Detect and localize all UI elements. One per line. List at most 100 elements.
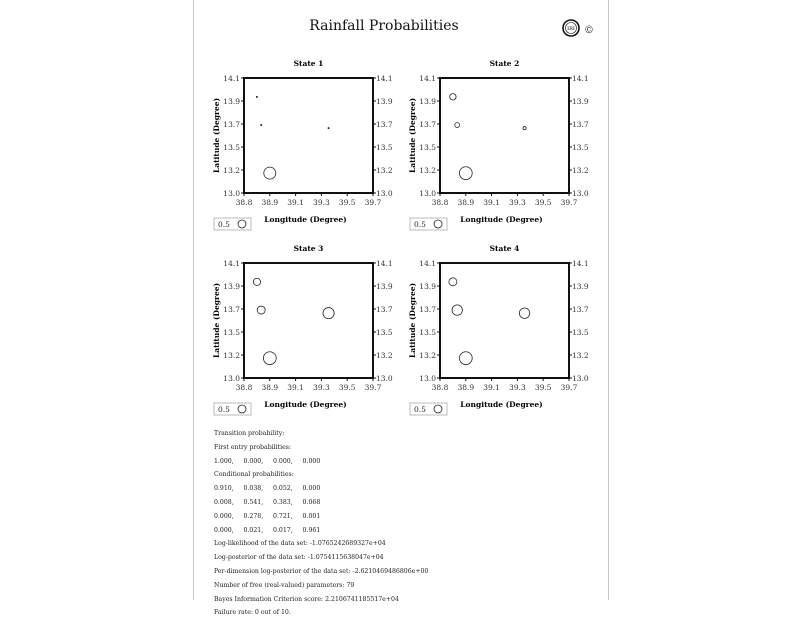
y-tick-label-right: 14.1 (572, 74, 589, 83)
y-tick-label: 14.1 (223, 259, 240, 268)
legend-box (213, 402, 252, 416)
scatter-panel-2: State 2 38.8 38.9 39.1 39.3 39.5 39.7 14.1 14.1 1… (408, 59, 589, 231)
plot-frame (439, 262, 570, 379)
legend-box (409, 402, 448, 416)
scatter-panel-1: State 1 38.8 38.9 39.1 39.3 39.5 39.7 14.1 14.1 1… (212, 59, 393, 231)
y-tick-label: 13.0 (223, 374, 240, 383)
y-tick-label-right: 13.7 (572, 305, 589, 314)
x-tick-label: 39.1 (483, 198, 500, 207)
y-tick-label: 13.9 (223, 282, 240, 291)
iri-logo: IRI (562, 19, 580, 37)
x-tick-label: 39.3 (313, 383, 330, 392)
y-tick-label: 13.0 (419, 189, 436, 198)
info-line: Per-dimension log-posterior of the data … (214, 567, 429, 575)
x-tick-label: 39.7 (365, 383, 382, 392)
info-line: Bayes Information Criterion score: 2.210… (214, 595, 399, 603)
legend-label: 0.5 (218, 220, 230, 229)
y-axis-label: Latitude (Degree) (212, 283, 221, 358)
y-tick-label: 13.7 (419, 305, 436, 314)
y-tick-label-right: 13.2 (376, 166, 393, 175)
station-probability-circle (263, 166, 277, 180)
panel-title: State 1 (294, 59, 324, 68)
station-probability-circle (518, 307, 531, 319)
y-tick-label: 13.7 (419, 120, 436, 129)
x-tick-label: 39.3 (509, 198, 526, 207)
y-tick-label: 13.7 (223, 120, 240, 129)
x-tick-label: 38.8 (236, 383, 253, 392)
y-tick-label-right: 14.1 (376, 74, 393, 83)
y-tick-label: 13.9 (419, 282, 436, 291)
plot-frame (439, 77, 570, 194)
page-title: Rainfall Probabilities (309, 18, 459, 34)
info-line: Log-posterior of the data set: -1.075411… (214, 554, 384, 562)
info-line: 0.910, 0.038, 0.052, 0.000 (214, 485, 321, 493)
x-tick-label: 39.7 (561, 383, 578, 392)
station-probability-circle (322, 307, 335, 320)
legend-box (409, 217, 448, 231)
plot-frame (243, 262, 374, 379)
station-probability-circle (454, 122, 460, 128)
x-tick-label: 39.1 (483, 383, 500, 392)
info-line: Conditional probabilities: (214, 471, 294, 479)
info-line: Log-likelihood of the data set: -1.07652… (214, 540, 386, 548)
x-tick-label: 39.1 (287, 383, 304, 392)
legend-circle (433, 404, 443, 414)
station-probability-circle (263, 351, 277, 365)
x-axis-label: Longitude (Degree) (460, 400, 542, 409)
x-tick-label: 39.5 (339, 383, 356, 392)
plot-frame (243, 77, 374, 194)
legend-circle (433, 219, 443, 229)
y-tick-label-right: 13.5 (376, 328, 393, 337)
y-tick-label: 13.2 (419, 351, 436, 360)
x-tick-label: 39.5 (339, 198, 356, 207)
y-tick-label-right: 14.1 (572, 259, 589, 268)
y-tick-label-right: 13.0 (572, 374, 589, 383)
y-tick-label: 13.2 (419, 166, 436, 175)
y-tick-label: 13.7 (223, 305, 240, 314)
station-probability-circle (459, 166, 473, 180)
legend-label: 0.5 (414, 405, 426, 414)
info-line: 0.000, 0.278, 0.721, 0.001 (214, 512, 321, 520)
x-tick-label: 39.7 (365, 198, 382, 207)
panel-title: State 3 (294, 244, 324, 253)
x-tick-label: 39.5 (535, 383, 552, 392)
y-tick-label: 13.9 (419, 97, 436, 106)
x-tick-label: 38.9 (457, 383, 474, 392)
y-tick-label-right: 13.2 (572, 351, 589, 360)
info-line: Failure rate: 0 out of 10. (214, 609, 291, 617)
y-tick-label: 13.0 (419, 374, 436, 383)
x-tick-label: 39.1 (287, 198, 304, 207)
scatter-panel-4: State 4 38.8 38.9 39.1 39.3 39.5 39.7 14.1 14.1 1… (408, 244, 589, 416)
x-tick-label: 39.7 (561, 198, 578, 207)
station-probability-circle (449, 93, 457, 101)
station-probability-circle (260, 124, 263, 127)
svg-text:IRI: IRI (567, 26, 575, 32)
y-tick-label: 13.5 (419, 143, 436, 152)
legend-label: 0.5 (414, 220, 426, 229)
x-tick-label: 38.8 (432, 198, 449, 207)
info-line: 0.008, 0.541, 0.383, 0.068 (214, 498, 321, 506)
y-tick-label: 13.2 (223, 351, 240, 360)
y-tick-label-right: 13.2 (572, 166, 589, 175)
copyright-symbol: © (584, 25, 594, 36)
station-probability-circle (255, 95, 258, 98)
y-tick-label: 13.5 (223, 328, 240, 337)
y-tick-label: 14.1 (419, 259, 436, 268)
x-axis-label: Longitude (Degree) (460, 215, 542, 224)
y-tick-label-right: 13.9 (376, 97, 393, 106)
y-tick-label-right: 13.5 (572, 143, 589, 152)
x-axis-label: Longitude (Degree) (264, 215, 346, 224)
station-probability-circle (327, 127, 330, 130)
y-axis-label: Latitude (Degree) (408, 283, 417, 358)
model-statistics: Transition probability: First entry proba… (214, 427, 428, 620)
y-tick-label: 13.5 (223, 143, 240, 152)
info-line: Transition probability: (214, 430, 285, 437)
station-probability-circle (459, 351, 473, 365)
legend-label: 0.5 (218, 405, 230, 414)
y-tick-label-right: 13.7 (376, 305, 393, 314)
report-page: Rainfall Probabilities IRI © State 1 38.8… (193, 0, 609, 616)
x-tick-label: 39.3 (509, 383, 526, 392)
y-tick-label-right: 13.9 (572, 282, 589, 291)
y-axis-label: Latitude (Degree) (408, 98, 417, 173)
y-tick-label-right: 13.0 (376, 189, 393, 198)
